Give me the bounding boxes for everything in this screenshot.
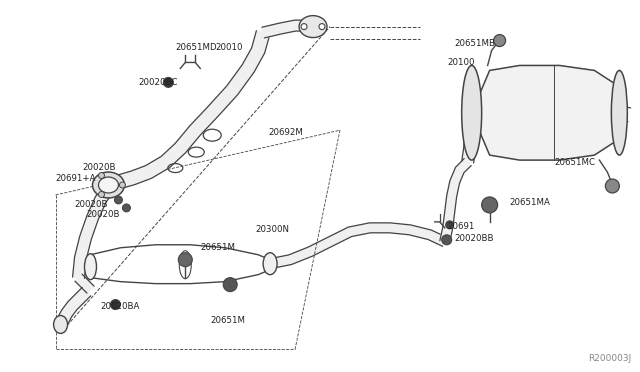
Text: 20020BC: 20020BC [138, 78, 178, 87]
Circle shape [120, 182, 125, 188]
Circle shape [163, 77, 173, 87]
Ellipse shape [319, 23, 325, 30]
Polygon shape [75, 274, 94, 293]
Ellipse shape [84, 254, 97, 280]
Circle shape [442, 235, 452, 245]
Text: 20020BB: 20020BB [454, 234, 494, 243]
Circle shape [99, 173, 104, 179]
Text: 20010: 20010 [215, 42, 243, 52]
Text: 20020B: 20020B [86, 210, 120, 219]
Text: 20651MA: 20651MA [509, 198, 550, 207]
Text: 20020B: 20020B [83, 163, 116, 172]
Ellipse shape [299, 16, 327, 38]
Ellipse shape [461, 65, 482, 160]
Text: 20651MB: 20651MB [454, 39, 496, 48]
Ellipse shape [99, 177, 118, 193]
Polygon shape [57, 288, 91, 324]
Circle shape [122, 204, 131, 212]
Text: R200003J: R200003J [588, 355, 631, 363]
Text: 20691+A: 20691+A [56, 174, 96, 183]
Polygon shape [72, 182, 115, 278]
Circle shape [99, 192, 104, 198]
Polygon shape [472, 65, 620, 160]
Text: 20020BA: 20020BA [100, 302, 140, 311]
Polygon shape [461, 112, 477, 163]
Polygon shape [269, 223, 447, 269]
Circle shape [482, 197, 498, 213]
Polygon shape [440, 158, 471, 243]
Text: 20651MD: 20651MD [175, 42, 217, 52]
Ellipse shape [93, 172, 124, 198]
Text: 20651M: 20651M [210, 315, 245, 324]
Circle shape [179, 253, 192, 267]
Circle shape [445, 221, 454, 229]
Text: 20020B: 20020B [74, 200, 108, 209]
Circle shape [605, 179, 620, 193]
Text: 20651M: 20651M [200, 243, 236, 252]
Ellipse shape [54, 315, 68, 333]
Polygon shape [262, 20, 308, 38]
Circle shape [223, 278, 237, 292]
Text: 20692M: 20692M [268, 128, 303, 137]
Ellipse shape [263, 253, 277, 275]
Polygon shape [116, 31, 270, 189]
Text: 20651MC: 20651MC [554, 158, 595, 167]
Ellipse shape [611, 70, 627, 155]
Text: 20300N: 20300N [255, 225, 289, 234]
Circle shape [111, 299, 120, 310]
Text: 20691: 20691 [448, 222, 475, 231]
Circle shape [493, 35, 506, 46]
Ellipse shape [301, 23, 307, 30]
Text: 20100: 20100 [448, 58, 476, 67]
Circle shape [115, 196, 122, 204]
